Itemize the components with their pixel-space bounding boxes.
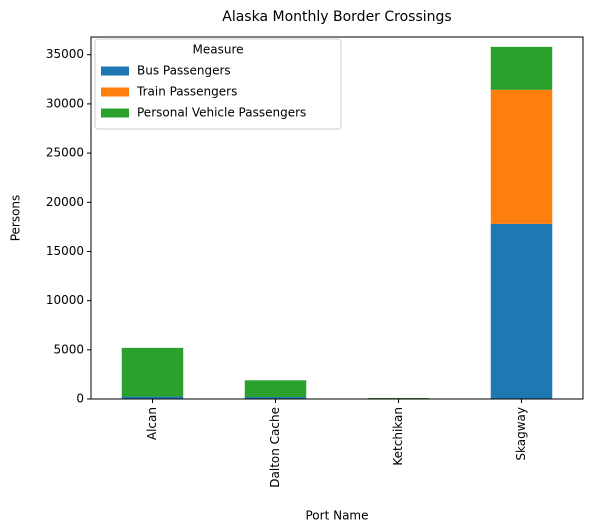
bar-segment bbox=[244, 380, 307, 398]
x-tick-label: Skagway bbox=[514, 407, 528, 461]
y-tick-label: 35000 bbox=[46, 47, 84, 61]
x-tick-label: Dalton Cache bbox=[268, 407, 282, 488]
chart-title: Alaska Monthly Border Crossings bbox=[222, 9, 451, 25]
legend-swatch bbox=[101, 66, 129, 76]
plot-frame bbox=[90, 36, 584, 400]
y-tick-label: 5000 bbox=[53, 342, 84, 356]
bar-segment bbox=[490, 223, 553, 399]
y-tick-label: 15000 bbox=[46, 244, 84, 258]
bar-segment bbox=[121, 347, 184, 397]
y-tick-label: 30000 bbox=[46, 96, 84, 110]
legend-box bbox=[94, 38, 342, 130]
x-tick-label: Ketchikan bbox=[391, 407, 405, 466]
bar-segment bbox=[490, 46, 553, 90]
legend-title: Measure bbox=[193, 43, 244, 57]
legend-label: Personal Vehicle Passengers bbox=[137, 106, 306, 120]
bar-segment bbox=[490, 89, 553, 224]
bar-segment bbox=[121, 396, 184, 399]
x-tick-label: Alcan bbox=[145, 407, 159, 440]
x-axis-label: Port Name bbox=[305, 509, 368, 523]
legend-label: Train Passengers bbox=[136, 85, 237, 99]
y-tick-label: 20000 bbox=[46, 195, 84, 209]
legend-swatch bbox=[101, 108, 129, 118]
bar-segment bbox=[244, 397, 307, 399]
y-tick-label: 25000 bbox=[46, 146, 84, 160]
legend-swatch bbox=[101, 87, 129, 97]
y-tick-label: 0 bbox=[76, 392, 84, 406]
y-tick-label: 10000 bbox=[46, 293, 84, 307]
legend-label: Bus Passengers bbox=[137, 64, 231, 78]
y-axis-label: Persons bbox=[9, 195, 23, 242]
